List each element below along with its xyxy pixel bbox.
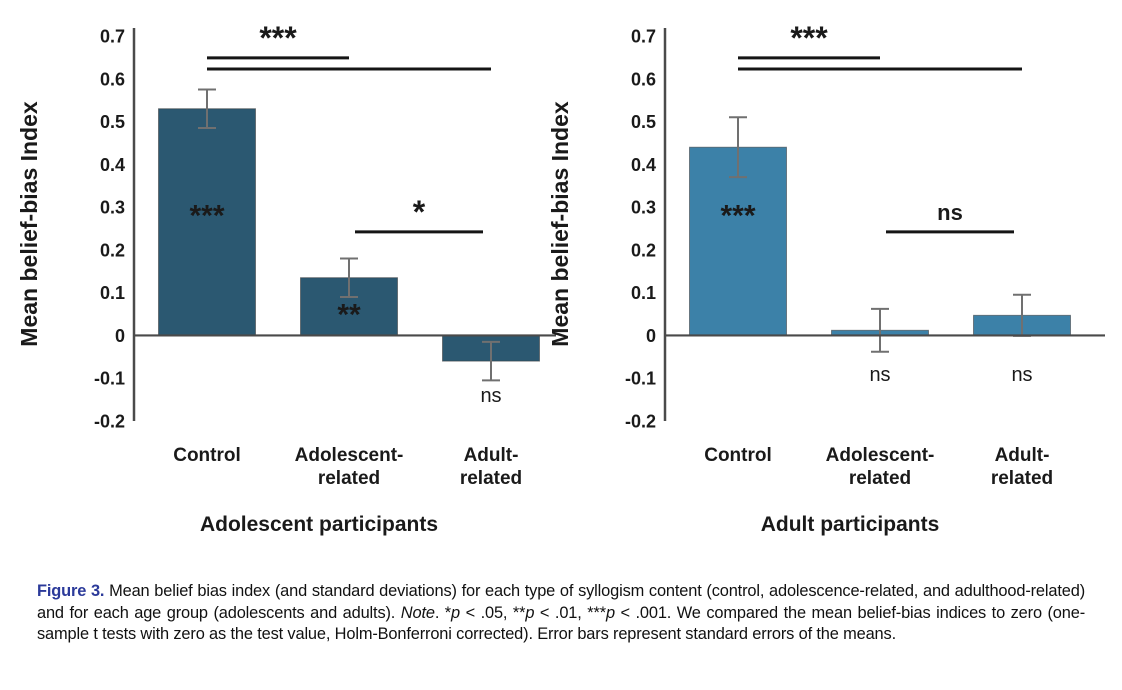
category-label-adult-2: related: [991, 468, 1053, 489]
bar-sig-inside-adult-0: ***: [720, 200, 755, 233]
caption-italic-text: p: [525, 603, 535, 622]
y-tick-label-adolescent: -0.2: [94, 412, 125, 432]
y-tick-label-adult: 0.7: [631, 27, 656, 47]
category-label-adult-0: Control: [704, 445, 772, 466]
caption-text: < .05, **: [460, 603, 526, 622]
y-tick-label-adolescent: 0.6: [100, 69, 125, 89]
category-label-adolescent-1: related: [318, 468, 380, 489]
y-tick-label-adolescent: 0.7: [100, 27, 125, 47]
y-tick-label-adolescent: 0.1: [100, 283, 125, 303]
category-label-adolescent-0: Control: [173, 445, 241, 466]
bar-adult-0: [689, 146, 787, 336]
chart-title-adolescent: Adolescent participants: [200, 513, 438, 536]
bar-sig-below-adult-2: ns: [1011, 364, 1032, 386]
y-tick-label-adult: 0.2: [631, 240, 656, 260]
bar-sig-inside-adolescent-0: ***: [189, 200, 224, 233]
y-tick-label-adolescent: 0.5: [100, 112, 125, 132]
caption-italic-text: p: [451, 603, 461, 622]
bar-adolescent-0: [158, 108, 256, 336]
y-tick-label-adult: 0.4: [631, 155, 656, 175]
y-tick-label-adult: 0.1: [631, 283, 656, 303]
y-tick-label-adolescent: 0: [115, 326, 125, 346]
category-label-adolescent-2: Adult-: [464, 445, 519, 466]
y-tick-label-adolescent: -0.1: [94, 369, 125, 389]
caption-italic-text: p: [605, 603, 615, 622]
chart-title-adult: Adult participants: [761, 513, 940, 536]
bar-sig-below-adult-1: ns: [869, 364, 890, 386]
belief-bias-bar-charts: 0.7 0.6 0.5 0.4 0.3 0.2 0.1 0 -0.1 -0.2 Mean belie…: [16, 20, 1105, 536]
category-label-adult-1: related: [849, 468, 911, 489]
sig-label-adolescent-0: ***: [259, 20, 297, 56]
category-label-adult-2: Adult-: [995, 445, 1050, 466]
y-tick-label-adult: -0.2: [625, 412, 656, 432]
category-label-adult-1: Adolescent-: [826, 445, 935, 466]
sig-label-adult-2: ns: [937, 200, 963, 225]
y-tick-label-adolescent: 0.2: [100, 240, 125, 260]
caption-text: < .01, ***: [534, 603, 606, 622]
y-tick-label-adult: 0.6: [631, 69, 656, 89]
bar-sig-inside-adolescent-1: **: [337, 298, 361, 331]
sig-label-adult-0: ***: [790, 20, 828, 56]
bar-sig-below-adolescent-2: ns: [480, 385, 501, 407]
figure-number-label: Figure 3.: [37, 582, 105, 600]
y-tick-label-adult: 0: [646, 326, 656, 346]
y-tick-label-adolescent: 0.3: [100, 198, 125, 218]
y-tick-label-adult: 0.3: [631, 198, 656, 218]
y-axis-title-adult: Mean belief-bias Index: [547, 101, 573, 347]
caption-text: < .001. We compared the mean belief-bias…: [37, 603, 1085, 644]
y-axis-title-adolescent: Mean belief-bias Index: [16, 101, 42, 347]
y-tick-label-adult: 0.5: [631, 112, 656, 132]
y-tick-label-adult: -0.1: [625, 369, 656, 389]
figure-caption: Figure 3. Mean belief bias index (and st…: [37, 581, 1085, 646]
caption-italic-text: Note: [400, 603, 435, 622]
caption-text: . *: [434, 603, 452, 622]
category-label-adolescent-1: Adolescent-: [295, 445, 404, 466]
y-tick-label-adolescent: 0.4: [100, 155, 125, 175]
sig-label-adolescent-2: *: [413, 194, 426, 230]
caption-text: Mean belief bias index (and standard dev…: [37, 582, 1085, 622]
category-label-adolescent-2: related: [460, 468, 522, 489]
